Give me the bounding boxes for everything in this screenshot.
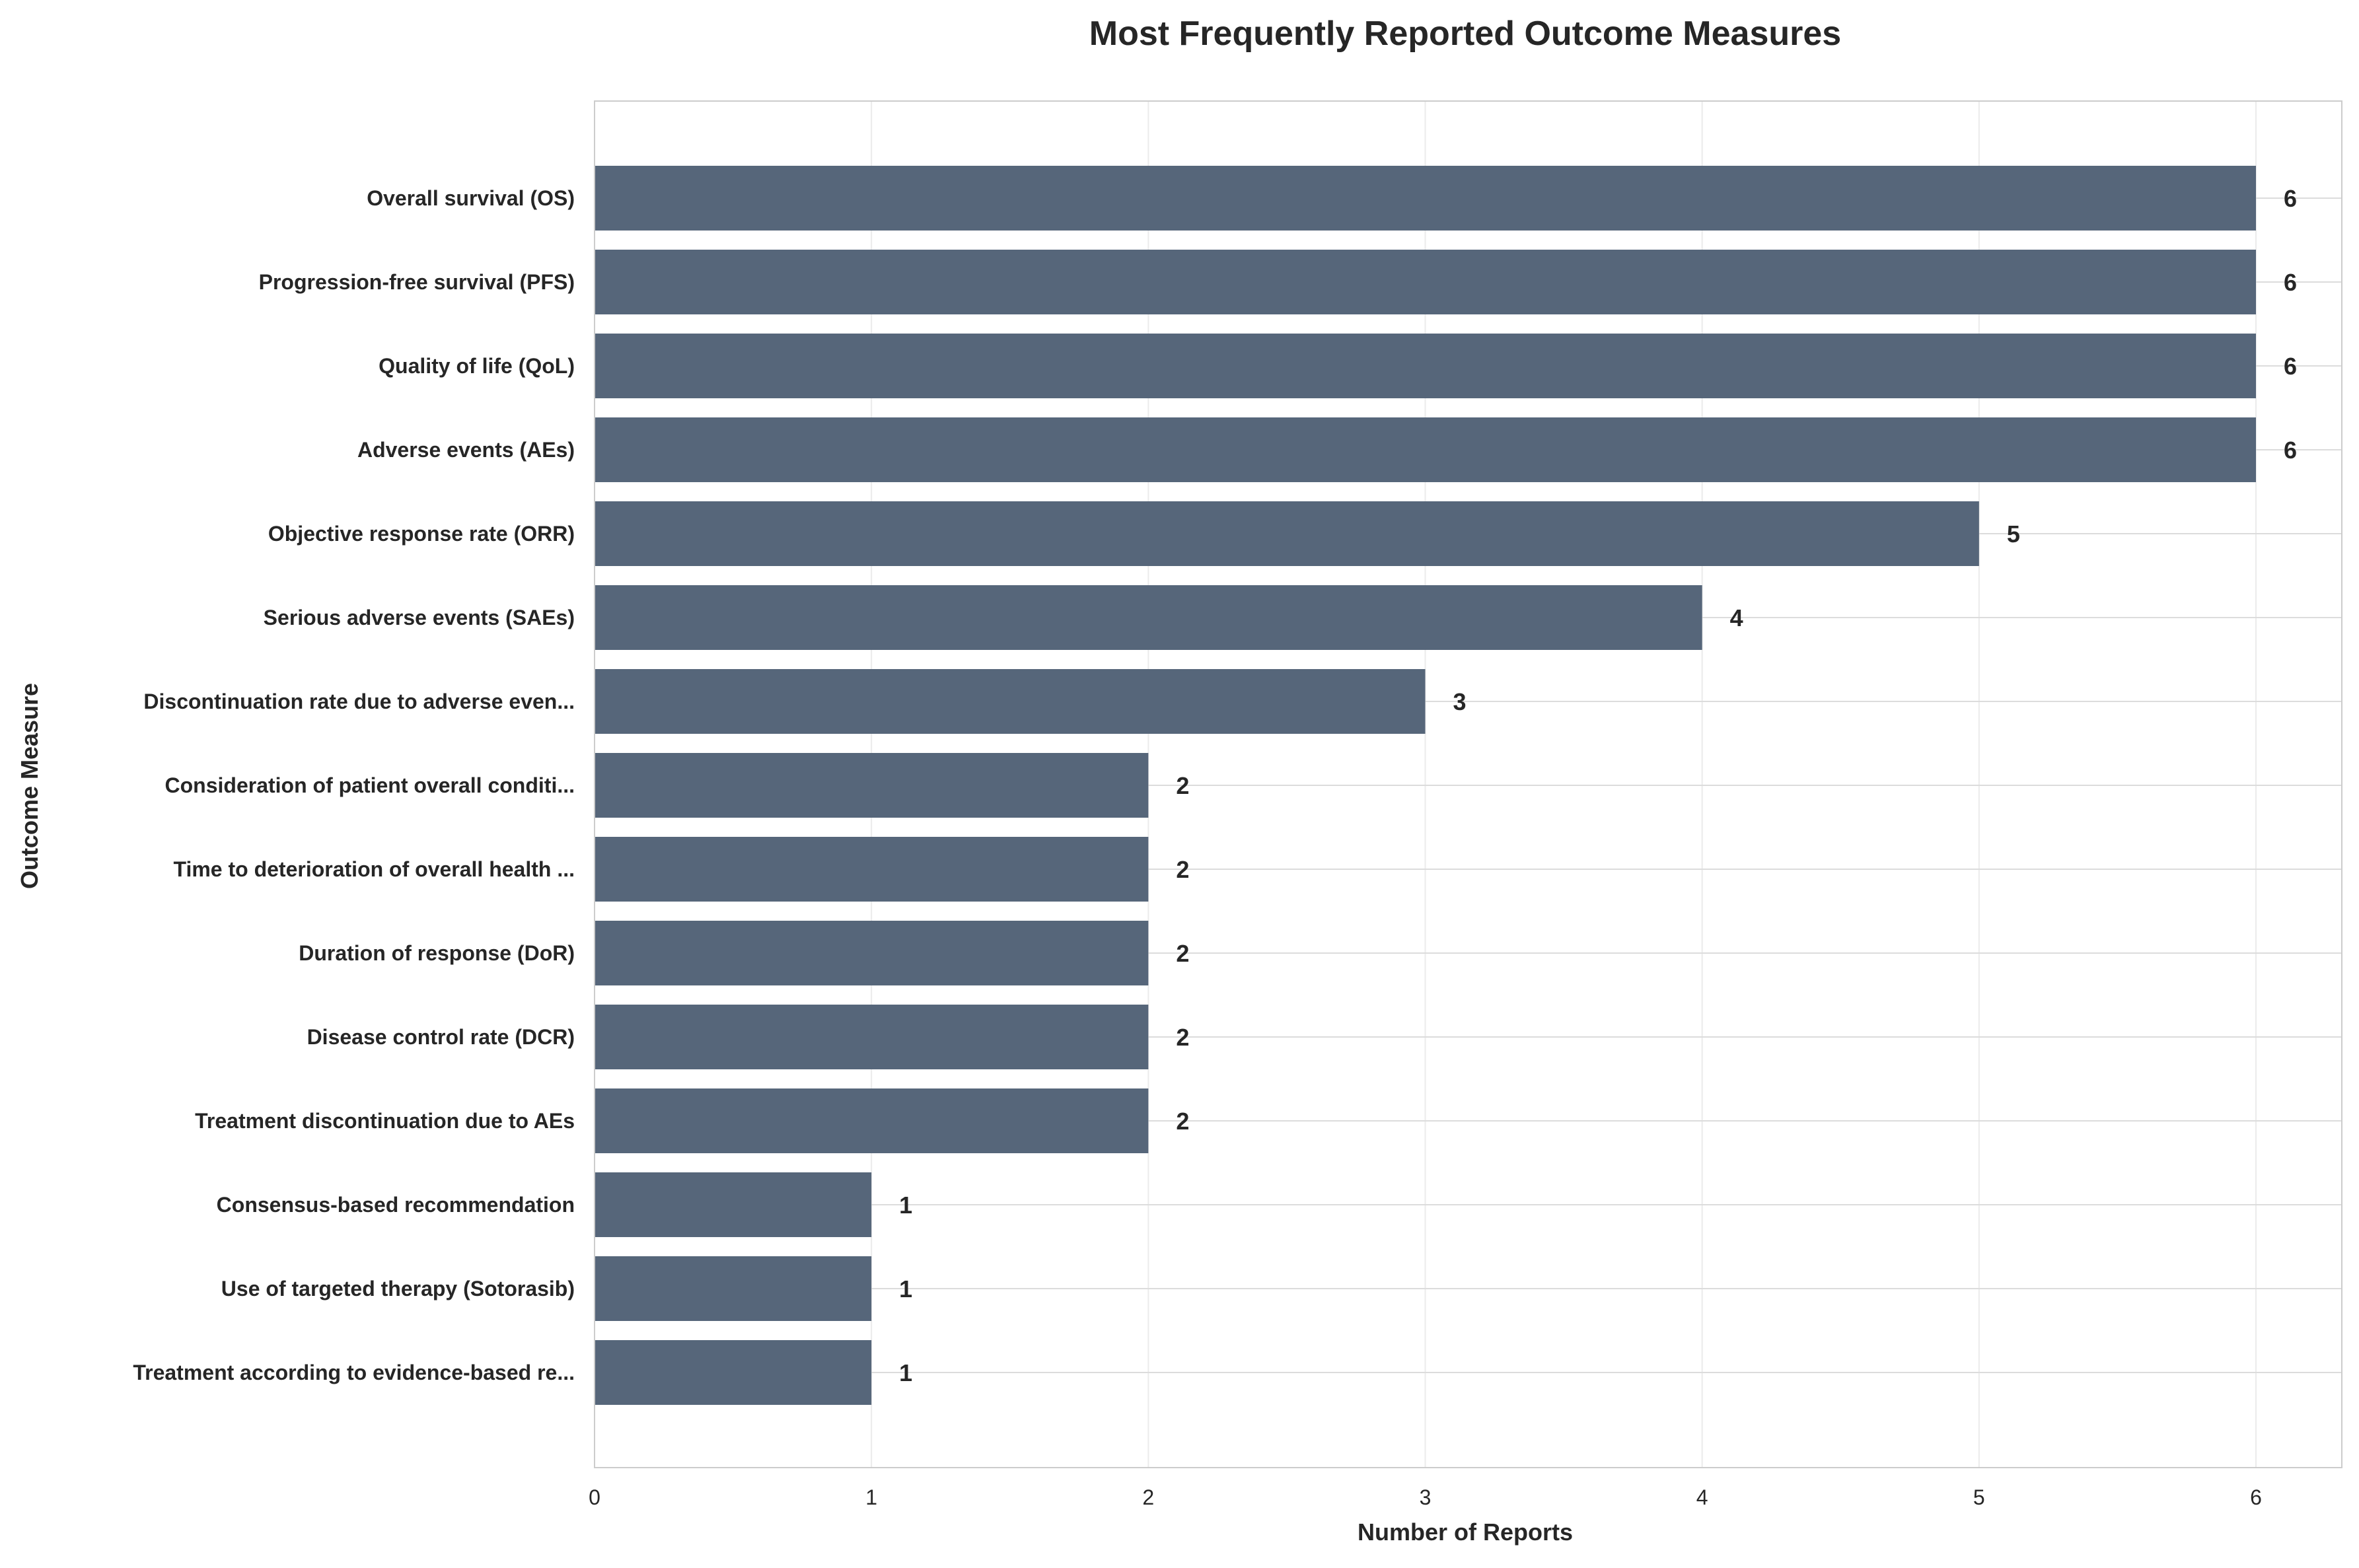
value-label: 2	[1176, 940, 1189, 967]
bar	[595, 1340, 872, 1405]
category-label: Objective response rate (ORR)	[268, 522, 575, 546]
category-label: Treatment according to evidence-based re…	[133, 1361, 575, 1384]
category-label: Disease control rate (DCR)	[307, 1025, 575, 1049]
bar	[595, 837, 1149, 902]
x-tick-label: 3	[1420, 1485, 1432, 1509]
bar	[595, 921, 1149, 985]
bar	[595, 1256, 872, 1321]
category-label: Adverse events (AEs)	[357, 438, 575, 462]
x-tick-label: 4	[1696, 1485, 1708, 1509]
x-tick-label: 0	[589, 1485, 600, 1509]
bar	[595, 417, 2256, 482]
category-label: Consensus-based recommendation	[217, 1193, 575, 1217]
category-label: Treatment discontinuation due to AEs	[195, 1109, 575, 1133]
x-axis-label: Number of Reports	[1358, 1518, 1573, 1546]
bars	[595, 166, 2256, 1405]
value-label: 1	[899, 1275, 912, 1302]
value-label: 1	[899, 1192, 912, 1219]
bar	[595, 669, 1426, 734]
category-label: Overall survival (OS)	[367, 186, 575, 210]
bar	[595, 1088, 1149, 1153]
category-label: Consideration of patient overall conditi…	[165, 773, 575, 797]
bar	[595, 501, 1979, 566]
bar	[595, 334, 2256, 398]
value-labels: 6 6 6 6 5 4 3 2 2 2 2 2 1 1 1	[899, 185, 2297, 1386]
value-label: 6	[2284, 437, 2297, 464]
x-tick-labels: 0 1 2 3 4 5 6	[589, 1485, 2262, 1509]
value-label: 1	[899, 1359, 912, 1386]
plot-frame	[594, 100, 2342, 1468]
x-tick-label: 6	[2250, 1485, 2262, 1509]
category-label: Discontinuation rate due to adverse even…	[143, 690, 575, 713]
bar	[595, 250, 2256, 314]
value-label: 2	[1176, 856, 1189, 883]
value-label: 5	[2007, 520, 2020, 548]
category-label: Time to deterioration of overall health …	[173, 857, 575, 881]
value-label: 6	[2284, 185, 2297, 212]
value-label: 6	[2284, 269, 2297, 296]
category-label: Progression-free survival (PFS)	[259, 270, 575, 294]
bar	[595, 1005, 1149, 1069]
bar	[595, 753, 1149, 818]
y-axis-label: Outcome Measure	[16, 683, 43, 889]
category-label: Duration of response (DoR)	[299, 941, 575, 965]
x-tick-label: 2	[1142, 1485, 1154, 1509]
x-tick-label: 1	[865, 1485, 877, 1509]
bar	[595, 1172, 872, 1237]
value-label: 2	[1176, 1108, 1189, 1135]
x-tick-label: 5	[1973, 1485, 1985, 1509]
category-label: Serious adverse events (SAEs)	[264, 606, 575, 629]
category-label: Use of targeted therapy (Sotorasib)	[221, 1277, 575, 1301]
value-label: 2	[1176, 772, 1189, 799]
chart-title: Most Frequently Reported Outcome Measure…	[1089, 15, 1841, 53]
value-label: 2	[1176, 1024, 1189, 1051]
category-label: Quality of life (QoL)	[379, 354, 575, 378]
bar	[595, 166, 2256, 231]
value-label: 6	[2284, 353, 2297, 380]
category-labels: Overall survival (OS) Progression-free su…	[133, 186, 575, 1384]
value-label: 3	[1453, 688, 1467, 715]
bar	[595, 585, 1702, 650]
value-label: 4	[1730, 604, 1743, 631]
